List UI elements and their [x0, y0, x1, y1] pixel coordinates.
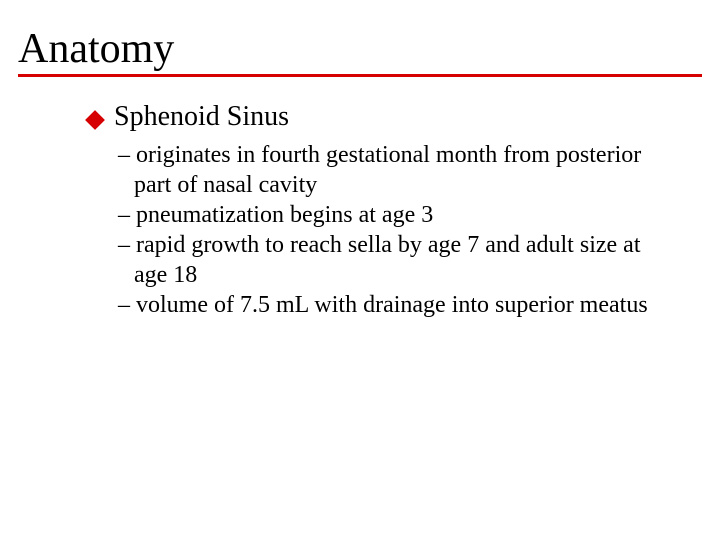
- content-block: Sphenoid Sinus – originates in fourth ge…: [88, 100, 648, 320]
- slide-title: Anatomy: [18, 26, 702, 72]
- bullet-level1-text: Sphenoid Sinus: [114, 100, 289, 134]
- bullet-level2-item: – volume of 7.5 mL with drainage into su…: [118, 290, 648, 320]
- title-underline: [18, 74, 702, 77]
- slide: Anatomy Sphenoid Sinus – originates in f…: [0, 0, 720, 540]
- diamond-bullet-icon: [85, 110, 105, 130]
- bullet-level2-item: – pneumatization begins at age 3: [118, 200, 648, 230]
- bullet-level2-item: – rapid growth to reach sella by age 7 a…: [118, 230, 648, 290]
- bullet-level2-item: – originates in fourth gestational month…: [118, 140, 648, 200]
- bullet-level1: Sphenoid Sinus: [88, 100, 648, 134]
- bullet-level2-list: – originates in fourth gestational month…: [118, 140, 648, 320]
- title-block: Anatomy: [18, 26, 702, 77]
